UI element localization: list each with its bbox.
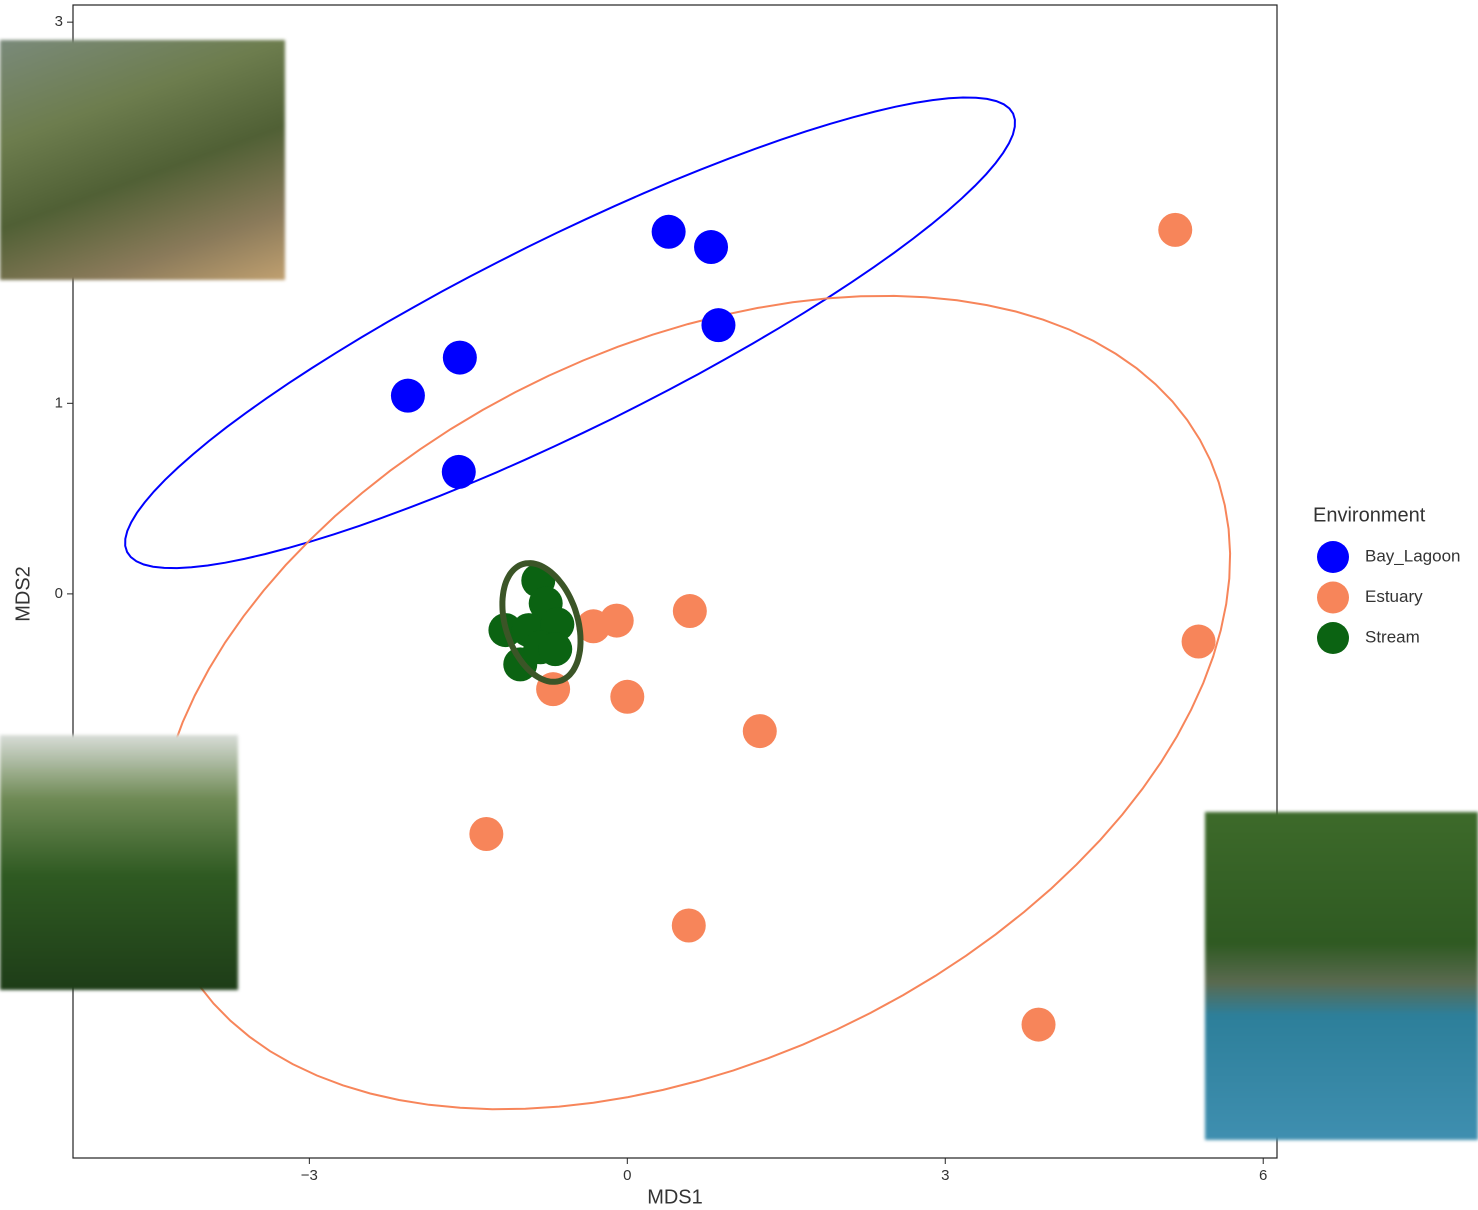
legend-swatch — [1317, 541, 1349, 573]
y-axis-title: MDS2 — [12, 566, 34, 622]
x-tick-label: 0 — [623, 1167, 631, 1184]
photo-estuary — [1205, 812, 1478, 1140]
legend-swatch — [1317, 582, 1349, 614]
page: MDS1 MDS2 Environment −3 0 3 6 0 1 3 Bay_Lagoon… — [0, 0, 1478, 1210]
x-tick-label: 3 — [941, 1167, 949, 1184]
ellipse — [156, 296, 1230, 1109]
legend-label: Bay_Lagoon — [1365, 546, 1460, 565]
point — [443, 341, 477, 375]
y-tick-label: 1 — [55, 394, 63, 411]
point — [442, 455, 476, 489]
x-axis-title: MDS1 — [647, 1186, 703, 1208]
legend-title: Environment — [1313, 504, 1426, 526]
legend-swatch — [1317, 622, 1349, 654]
point — [391, 379, 425, 413]
point — [672, 908, 706, 942]
photo-lagoon — [0, 40, 285, 280]
point — [469, 817, 503, 851]
point — [538, 632, 572, 666]
y-tick-label: 0 — [55, 585, 63, 602]
photo-stream — [0, 735, 238, 990]
point — [1022, 1008, 1056, 1042]
x-tick-label: 6 — [1259, 1167, 1267, 1184]
point — [652, 215, 686, 249]
point — [610, 680, 644, 714]
point — [701, 308, 735, 342]
point — [1182, 625, 1216, 659]
legend-label: Estuary — [1365, 587, 1423, 606]
point — [743, 714, 777, 748]
point — [673, 594, 707, 628]
point — [1158, 213, 1192, 247]
point — [694, 230, 728, 264]
legend-label: Stream — [1365, 627, 1420, 646]
y-tick-label: 3 — [55, 13, 63, 30]
x-tick-label: −3 — [301, 1167, 318, 1184]
